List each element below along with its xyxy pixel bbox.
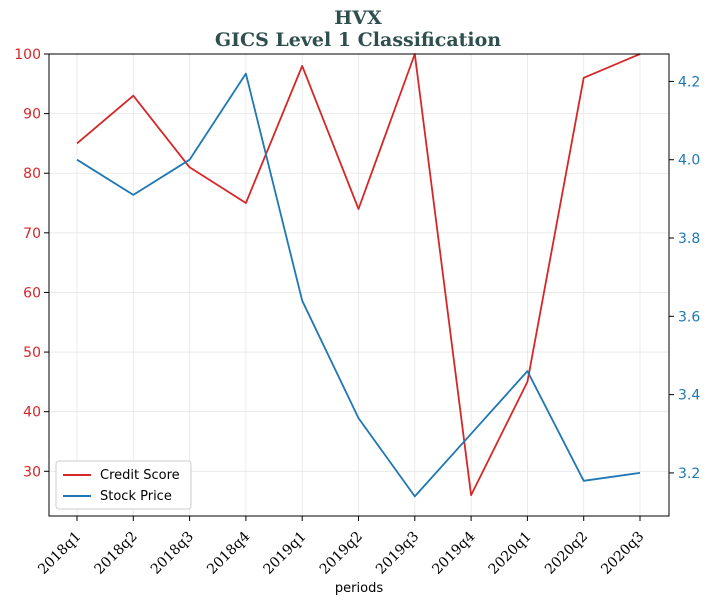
x-tick-label: 2018q4: [204, 529, 253, 578]
series-line-credit-score: [76, 53, 641, 497]
legend-label-credit-score: Credit Score: [100, 468, 180, 483]
y-left-tick-label: 80: [23, 166, 41, 182]
y-right-tick-label: 3.8: [678, 231, 700, 247]
x-tick-label: 2019q3: [373, 529, 422, 578]
y-right-tick-label: 3.6: [678, 309, 700, 325]
y-left-tick-label: 40: [23, 405, 41, 421]
series-lines: [76, 53, 641, 498]
y-left-tick-label: 90: [23, 107, 41, 123]
y-left-tick-label: 60: [23, 285, 41, 301]
y-right-tick-label: 4.2: [678, 74, 700, 90]
chart-title: HVX: [334, 7, 382, 29]
y-right-tick-label: 3.2: [678, 466, 700, 482]
series-line-stock-price: [76, 72, 641, 498]
y-right-tick-label: 4.0: [678, 153, 700, 169]
x-tick-label: 2018q3: [148, 529, 197, 578]
y-right-tick-label: 3.4: [678, 388, 700, 404]
x-tick-label: 2020q1: [486, 529, 535, 578]
x-tick-label: 2020q2: [542, 529, 591, 578]
x-tick-label: 2019q4: [429, 529, 478, 578]
chart-subtitle: GICS Level 1 Classification: [215, 29, 501, 51]
x-tick-label: 2020q3: [598, 529, 647, 578]
y-left-tick-label: 100: [14, 47, 41, 63]
x-tick-label: 2019q1: [260, 529, 309, 578]
x-axis-label: periods: [335, 581, 383, 596]
x-tick-label: 2018q2: [92, 529, 141, 578]
legend: Credit Score Stock Price: [55, 460, 192, 510]
y-left-tick-label: 30: [23, 464, 41, 480]
legend-label-stock-price: Stock Price: [100, 489, 172, 504]
x-tick-label: 2019q2: [317, 529, 366, 578]
y-left-tick-label: 50: [23, 345, 41, 361]
x-tick-label: 2018q1: [35, 529, 84, 578]
y-left-tick-label: 70: [23, 226, 41, 242]
